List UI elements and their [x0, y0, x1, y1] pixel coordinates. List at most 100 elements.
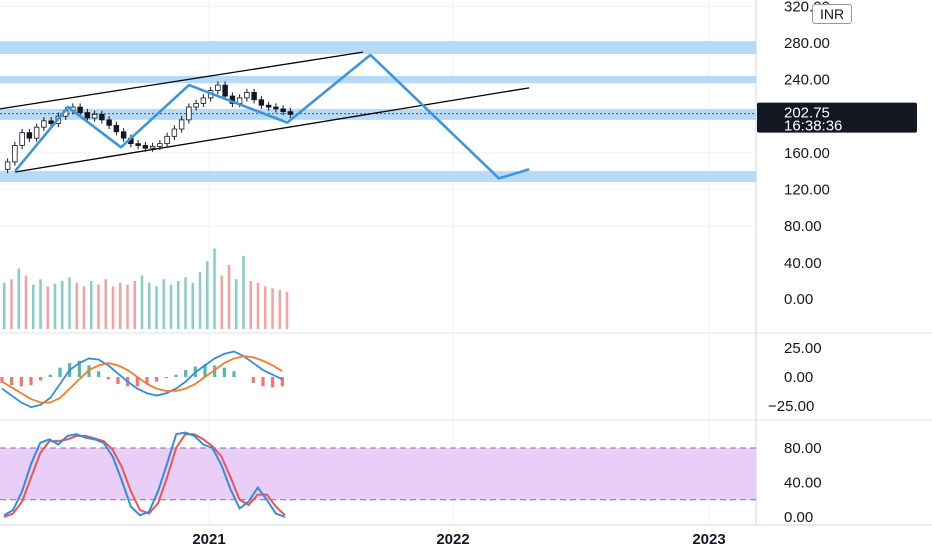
- macd-histogram-bar: [271, 377, 275, 388]
- macd-histogram-bar: [10, 377, 14, 386]
- volume-bar: [61, 281, 64, 329]
- price-tick-label: 0.00: [784, 291, 813, 308]
- candle-body: [200, 97, 207, 104]
- macd-histogram-bar: [222, 367, 226, 377]
- macd-histogram-bar: [19, 377, 23, 387]
- candle-body: [106, 119, 112, 126]
- macd-histogram-bar: [164, 377, 168, 379]
- volume-bar: [184, 277, 187, 329]
- volume-bar: [227, 264, 231, 329]
- price-tick-label: 280.00: [784, 35, 830, 52]
- candle-body: [135, 143, 141, 146]
- candle-body: [215, 84, 221, 91]
- candle-body: [41, 120, 47, 128]
- macd-tick-label: 25.00: [784, 340, 822, 357]
- candle-body: [77, 106, 83, 113]
- price-tick-label: 160.00: [784, 145, 830, 162]
- volume-bar: [177, 281, 180, 329]
- macd-line: [1, 350, 283, 409]
- last-price-label: 202.75: [784, 105, 830, 122]
- candle-body: [265, 104, 272, 108]
- candle-body: [258, 99, 265, 106]
- price-tick-label: 80.00: [784, 218, 822, 235]
- candle-body: [91, 113, 98, 119]
- volume-bar: [191, 282, 195, 329]
- macd-histogram-bar: [58, 367, 62, 377]
- time-tick-label: 2023: [692, 531, 725, 548]
- candle-body: [157, 143, 163, 147]
- candle-body: [186, 106, 192, 121]
- candle-body: [142, 145, 149, 149]
- candle-body: [113, 124, 120, 133]
- macd-histogram-bar: [116, 377, 120, 384]
- macd-histogram-bar: [97, 371, 101, 377]
- candle-body: [164, 135, 170, 145]
- macd-histogram-bar: [39, 377, 43, 381]
- chart-grid: [0, 0, 932, 526]
- volume-bar: [169, 284, 173, 329]
- volume-bar: [111, 286, 115, 329]
- macd-histogram-bar: [145, 377, 149, 384]
- volume-bar: [206, 261, 209, 329]
- volume-bar: [242, 255, 245, 329]
- volume-bar: [68, 277, 71, 329]
- volume-bar: [264, 286, 267, 329]
- volume-bar: [285, 291, 289, 329]
- candle-body: [19, 132, 25, 146]
- stochastic-pane[interactable]: [0, 431, 756, 518]
- candle-body: [193, 102, 199, 108]
- volume-bar: [46, 286, 50, 329]
- volume-bar: [278, 290, 282, 329]
- currency-badge[interactable]: INR: [812, 4, 853, 24]
- macd-tick-label: −25.00: [768, 398, 814, 415]
- volume-pane[interactable]: [3, 248, 289, 329]
- macd-histogram-bar: [29, 377, 33, 386]
- volume-bar: [75, 282, 79, 329]
- macd-histogram-bar: [135, 377, 139, 387]
- macd-histogram-bar: [155, 377, 159, 382]
- stochastic-tick-label: 40.00: [784, 475, 822, 492]
- volume-bar: [271, 288, 274, 329]
- signal-line: [1, 355, 283, 404]
- candle-body: [149, 145, 156, 149]
- volume-bar: [198, 272, 202, 329]
- candle-body: [48, 120, 54, 124]
- macd-histogram-bar: [232, 371, 236, 377]
- candle-body: [287, 111, 294, 115]
- volume-bar: [162, 279, 166, 329]
- volume-bar: [32, 284, 35, 329]
- candle-body: [33, 126, 40, 139]
- time-tick-label: 2022: [436, 531, 469, 548]
- macd-pane[interactable]: [0, 350, 284, 409]
- price-tick-label: 40.00: [784, 255, 822, 272]
- volume-bar: [97, 284, 100, 329]
- volume-bar: [17, 268, 21, 329]
- candle-body: [273, 106, 279, 110]
- macd-histogram-bar: [251, 377, 255, 383]
- price-tick-label: 240.00: [784, 72, 830, 89]
- volume-bar: [148, 282, 151, 329]
- volume-bar: [119, 282, 122, 329]
- macd-histogram-bar: [203, 364, 207, 377]
- volume-bar: [213, 248, 216, 329]
- macd-histogram-bar: [261, 377, 265, 387]
- volume-bar: [133, 281, 137, 329]
- countdown-label: 16:38:36: [784, 118, 842, 135]
- support-resistance-zone: [0, 108, 756, 120]
- volume-bar: [82, 286, 86, 329]
- volume-bar: [39, 279, 42, 329]
- support-resistance-zone: [0, 171, 756, 183]
- volume-bar: [235, 279, 238, 329]
- stochastic-band: [0, 448, 756, 500]
- candle-body: [178, 119, 185, 130]
- volume-bar: [24, 275, 28, 329]
- price-tick-label: 120.00: [784, 181, 830, 198]
- macd-histogram-bar: [48, 374, 52, 377]
- macd-histogram-bar: [106, 377, 110, 380]
- candle-body: [12, 145, 18, 163]
- volume-bar: [155, 286, 158, 329]
- channel-lower-line: [15, 87, 530, 173]
- price-pane[interactable]: [0, 41, 756, 183]
- macd-histogram-bar: [0, 377, 4, 383]
